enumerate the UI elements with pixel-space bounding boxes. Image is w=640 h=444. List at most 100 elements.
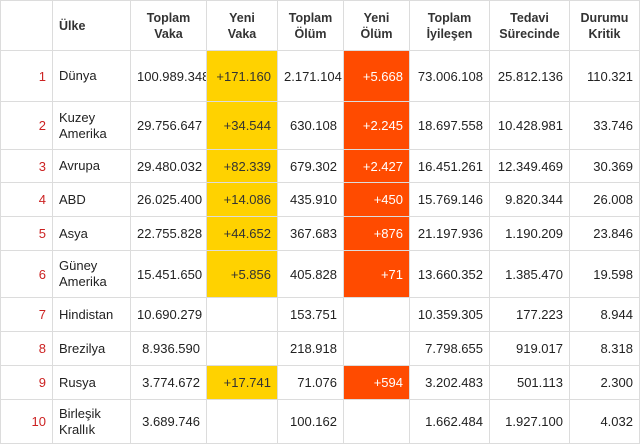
header-line: Toplam	[146, 10, 191, 25]
header-country-label: Ülke	[59, 18, 86, 33]
total-cases-cell: 15.451.650	[130, 250, 207, 298]
header-total-deaths[interactable]: Toplam Ölüm	[277, 0, 344, 51]
country-name-line: Hindistan	[59, 306, 114, 322]
total-deaths-cell: 367.683	[277, 216, 344, 251]
table-row[interactable]: 4 ABD 26.025.400 +14.086 435.910 +450 15…	[0, 182, 640, 217]
rank-cell: 7	[0, 297, 53, 332]
active-cell: 9.820.344	[489, 182, 570, 217]
header-line: Ölüm	[294, 26, 327, 41]
new-deaths-cell: +2.245	[343, 101, 410, 150]
country-cell: ABD	[52, 182, 131, 217]
table-row[interactable]: 2 Kuzey Amerika 29.756.647 +34.544 630.10…	[0, 101, 640, 150]
header-line: Toplam	[427, 10, 472, 25]
rank-cell: 4	[0, 182, 53, 217]
header-total-cases[interactable]: Toplam Vaka	[130, 0, 207, 51]
country-name-line: Kuzey	[59, 109, 96, 125]
total-recovered-cell: 18.697.558	[409, 101, 490, 150]
header-line: Durumu	[580, 10, 629, 25]
rank-cell: 1	[0, 50, 53, 102]
critical-cell: 19.598	[569, 250, 640, 298]
country-cell: Dünya	[52, 50, 131, 102]
total-cases-cell: 29.756.647	[130, 101, 207, 150]
total-cases-cell: 10.690.279	[130, 297, 207, 332]
country-cell: Brezilya	[52, 331, 131, 366]
new-cases-cell	[206, 331, 278, 366]
total-recovered-cell: 21.197.936	[409, 216, 490, 251]
rank-cell: 6	[0, 250, 53, 298]
country-cell: Güney Amerika	[52, 250, 131, 298]
table-row[interactable]: 1 Dünya 100.989.348 +171.160 2.171.104 +…	[0, 50, 640, 102]
header-total-recovered[interactable]: Toplam İyileşen	[409, 0, 490, 51]
header-critical[interactable]: Durumu Kritik	[569, 0, 640, 51]
country-cell: Kuzey Amerika	[52, 101, 131, 150]
new-deaths-cell: +876	[343, 216, 410, 251]
new-deaths-cell: +450	[343, 182, 410, 217]
table-row[interactable]: 8 Brezilya 8.936.590 218.918 7.798.655 9…	[0, 331, 640, 366]
total-recovered-cell: 10.359.305	[409, 297, 490, 332]
country-name-line: Asya	[59, 225, 88, 241]
rank-cell: 9	[0, 365, 53, 400]
active-cell: 1.927.100	[489, 399, 570, 444]
header-active[interactable]: Tedavi Sürecinde	[489, 0, 570, 51]
country-name-line: Amerika	[59, 274, 107, 289]
header-line: Yeni	[363, 10, 390, 25]
rank-cell: 3	[0, 149, 53, 183]
header-line: Vaka	[154, 26, 183, 41]
total-deaths-cell: 679.302	[277, 149, 344, 183]
active-cell: 1.385.470	[489, 250, 570, 298]
total-recovered-cell: 15.769.146	[409, 182, 490, 217]
table-row[interactable]: 3 Avrupa 29.480.032 +82.339 679.302 +2.4…	[0, 149, 640, 183]
header-new-cases[interactable]: Yeni Vaka	[206, 0, 278, 51]
header-line: Sürecinde	[499, 26, 560, 41]
country-name-line: Birleşik	[59, 405, 101, 421]
active-cell: 25.812.136	[489, 50, 570, 102]
header-new-deaths[interactable]: Yeni Ölüm	[343, 0, 410, 51]
new-cases-cell: +5.856	[206, 250, 278, 298]
total-recovered-cell: 7.798.655	[409, 331, 490, 366]
new-cases-cell: +171.160	[206, 50, 278, 102]
total-recovered-cell: 16.451.261	[409, 149, 490, 183]
rank-cell: 8	[0, 331, 53, 366]
new-cases-cell	[206, 297, 278, 332]
total-deaths-cell: 405.828	[277, 250, 344, 298]
table-row[interactable]: 7 Hindistan 10.690.279 153.751 10.359.30…	[0, 297, 640, 332]
critical-cell: 4.032	[569, 399, 640, 444]
header-country[interactable]: Ülke	[52, 0, 131, 51]
total-cases-cell: 100.989.348	[130, 50, 207, 102]
active-cell: 12.349.469	[489, 149, 570, 183]
new-deaths-cell: +2.427	[343, 149, 410, 183]
active-cell: 1.190.209	[489, 216, 570, 251]
total-deaths-cell: 435.910	[277, 182, 344, 217]
table-row[interactable]: 10 Birleşik Krallık 3.689.746 100.162 1.6…	[0, 399, 640, 444]
new-deaths-cell: +5.668	[343, 50, 410, 102]
table-row[interactable]: 9 Rusya 3.774.672 +17.741 71.076 +594 3.…	[0, 365, 640, 400]
total-deaths-cell: 71.076	[277, 365, 344, 400]
rank-cell: 10	[0, 399, 53, 444]
active-cell: 10.428.981	[489, 101, 570, 150]
country-name-line: Krallık	[59, 421, 96, 437]
new-deaths-cell: +594	[343, 365, 410, 400]
country-name-line: Brezilya	[59, 340, 106, 356]
table-row[interactable]: 6 Güney Amerika 15.451.650 +5.856 405.828…	[0, 250, 640, 298]
country-cell: Avrupa	[52, 149, 131, 183]
new-cases-cell: +44.652	[206, 216, 278, 251]
country-name-line: Güney	[59, 258, 98, 273]
header-line: Kritik	[588, 26, 621, 41]
header-line: Ölüm	[360, 26, 393, 41]
header-line: Tedavi	[510, 10, 549, 25]
new-deaths-cell	[343, 297, 410, 332]
critical-cell: 8.318	[569, 331, 640, 366]
country-cell: Birleşik Krallık	[52, 399, 131, 444]
country-cell: Hindistan	[52, 297, 131, 332]
active-cell: 501.113	[489, 365, 570, 400]
country-name-line: ABD	[59, 191, 86, 207]
new-cases-cell: +17.741	[206, 365, 278, 400]
critical-cell: 110.321	[569, 50, 640, 102]
total-cases-cell: 29.480.032	[130, 149, 207, 183]
new-deaths-cell	[343, 331, 410, 366]
critical-cell: 33.746	[569, 101, 640, 150]
total-deaths-cell: 218.918	[277, 331, 344, 366]
table-row[interactable]: 5 Asya 22.755.828 +44.652 367.683 +876 2…	[0, 216, 640, 251]
total-deaths-cell: 100.162	[277, 399, 344, 444]
country-name-line: Rusya	[59, 374, 96, 390]
